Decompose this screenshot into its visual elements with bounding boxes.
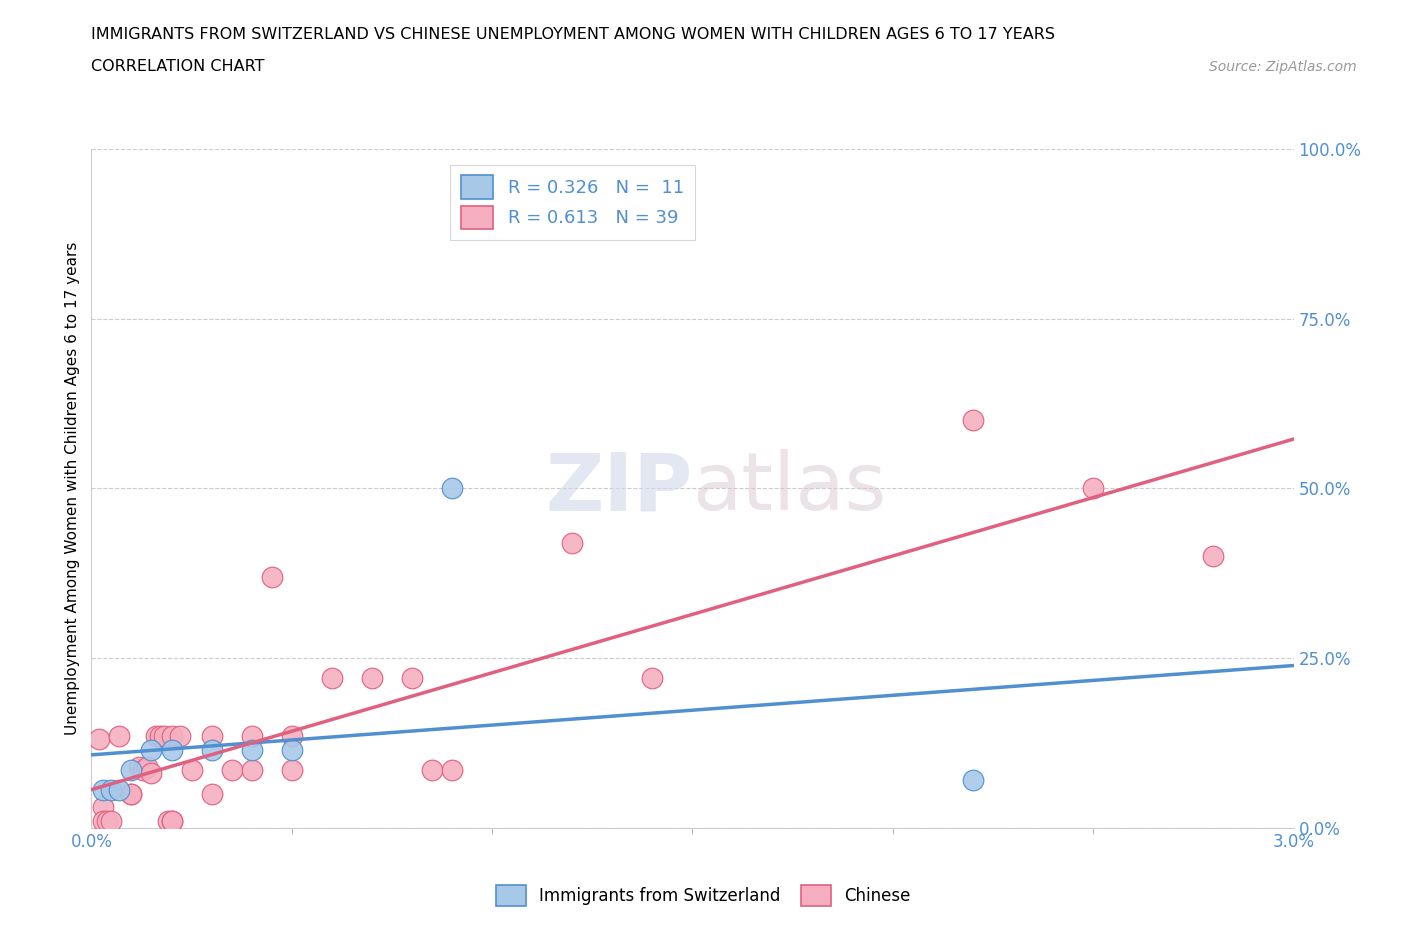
Text: atlas: atlas xyxy=(692,449,887,527)
Point xyxy=(169,728,191,743)
Point xyxy=(156,814,179,829)
Point xyxy=(240,742,263,757)
Point xyxy=(160,728,183,743)
Point xyxy=(93,814,115,829)
Point xyxy=(160,814,183,829)
Point xyxy=(440,481,463,496)
Point xyxy=(93,800,115,815)
Point xyxy=(1083,481,1105,496)
Point xyxy=(141,742,163,757)
Point xyxy=(108,728,131,743)
Point xyxy=(160,814,183,829)
Point xyxy=(561,535,583,550)
Point xyxy=(281,728,304,743)
Text: IMMIGRANTS FROM SWITZERLAND VS CHINESE UNEMPLOYMENT AMONG WOMEN WITH CHILDREN AG: IMMIGRANTS FROM SWITZERLAND VS CHINESE U… xyxy=(91,27,1056,42)
Point xyxy=(420,763,443,777)
Point xyxy=(100,783,122,798)
Point xyxy=(201,728,224,743)
Point xyxy=(148,728,170,743)
Legend: Immigrants from Switzerland, Chinese: Immigrants from Switzerland, Chinese xyxy=(489,879,917,912)
Text: Source: ZipAtlas.com: Source: ZipAtlas.com xyxy=(1209,60,1357,74)
Point xyxy=(321,671,343,685)
Point xyxy=(240,763,263,777)
Point xyxy=(152,728,174,743)
Point xyxy=(108,783,131,798)
Point xyxy=(160,742,183,757)
Point xyxy=(201,787,224,802)
Point xyxy=(1202,549,1225,564)
Point xyxy=(962,773,984,788)
Point xyxy=(360,671,382,685)
Point xyxy=(132,763,155,777)
Point xyxy=(201,742,224,757)
Point xyxy=(100,814,122,829)
Point xyxy=(128,759,150,774)
Point xyxy=(141,766,163,781)
Point xyxy=(401,671,423,685)
Point xyxy=(180,763,202,777)
Point xyxy=(121,787,143,802)
Point xyxy=(281,763,304,777)
Legend: R = 0.326   N =  11, R = 0.613   N = 39: R = 0.326 N = 11, R = 0.613 N = 39 xyxy=(450,165,695,240)
Text: ZIP: ZIP xyxy=(546,449,692,527)
Point xyxy=(121,787,143,802)
Point xyxy=(440,763,463,777)
Point xyxy=(96,814,118,829)
Point xyxy=(641,671,664,685)
Point xyxy=(93,783,115,798)
Point xyxy=(121,763,143,777)
Point xyxy=(89,732,111,747)
Y-axis label: Unemployment Among Women with Children Ages 6 to 17 years: Unemployment Among Women with Children A… xyxy=(65,242,80,735)
Point xyxy=(962,413,984,428)
Text: CORRELATION CHART: CORRELATION CHART xyxy=(91,60,264,74)
Point xyxy=(221,763,243,777)
Point xyxy=(136,759,159,774)
Point xyxy=(240,728,263,743)
Point xyxy=(260,569,283,584)
Point xyxy=(281,742,304,757)
Point xyxy=(145,728,167,743)
